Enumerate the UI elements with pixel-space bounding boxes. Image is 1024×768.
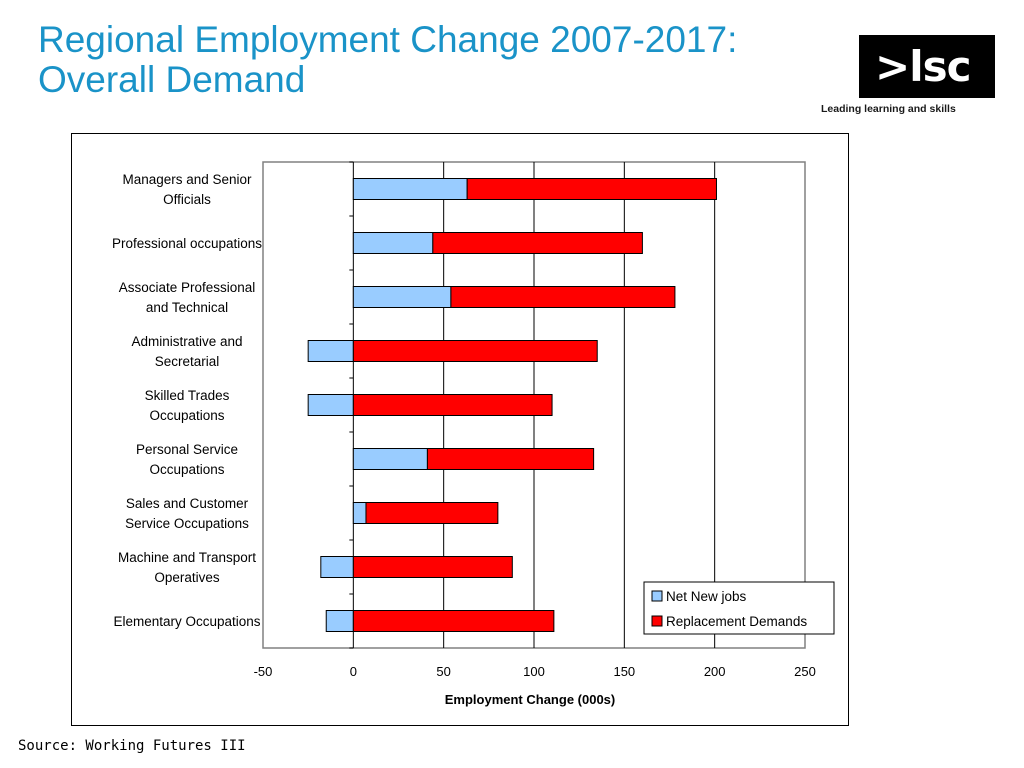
category-label: Administrative and Secretarial	[131, 334, 242, 369]
bar-replacement-demands	[352, 610, 555, 632]
x-axis-title: Employment Change (000s)	[445, 692, 616, 707]
lsc-logo: >lsc	[859, 35, 995, 98]
category-label-line: Elementary Occupations	[113, 614, 260, 629]
bar-replacement-demands	[450, 286, 676, 308]
bar-replacement-demands	[466, 178, 717, 200]
bar-net-new-jobs	[352, 178, 468, 200]
bar-net-new-jobs	[352, 286, 452, 308]
x-tick-label: 50	[436, 664, 450, 679]
x-tick-label: -50	[254, 664, 273, 679]
legend-label: Net New jobs	[666, 589, 747, 604]
x-tick-label: 100	[523, 664, 545, 679]
category-label-line: Officials	[163, 192, 211, 207]
bar-net-new-jobs	[307, 340, 354, 362]
legend	[643, 581, 835, 635]
x-tick-label: 250	[794, 664, 816, 679]
category-label-line: Occupations	[149, 462, 224, 477]
title-line-2: Overall Demand	[38, 59, 306, 100]
category-label-line: Associate Professional	[119, 280, 256, 295]
slide-title: Regional Employment Change 2007-2017: Ov…	[38, 20, 818, 100]
bar-replacement-demands	[352, 394, 553, 416]
category-label: Sales and Customer Service Occupations	[125, 496, 249, 531]
category-label-line: Personal Service	[136, 442, 238, 457]
bar-replacement-demands	[352, 340, 598, 362]
category-label-line: Machine and Transport	[118, 550, 256, 565]
employment-change-chart: -50 0 50 100 150 200 250 Managers and Senior Off…	[112, 161, 835, 707]
bar-replacement-demands	[426, 448, 595, 470]
x-tick-label: 0	[350, 664, 357, 679]
category-label: Personal Service Occupations	[136, 442, 238, 477]
category-label: Elementary Occupations	[113, 614, 260, 629]
legend-swatch	[651, 590, 663, 602]
category-label-line: Skilled Trades	[145, 388, 230, 403]
bar-replacement-demands	[365, 502, 499, 524]
bar-replacement-demands	[432, 232, 643, 254]
bar-net-new-jobs	[325, 610, 354, 632]
category-label: Skilled Trades Occupations	[145, 388, 230, 423]
bar-net-new-jobs	[352, 232, 434, 254]
x-tick-label: 200	[704, 664, 726, 679]
bar-net-new-jobs	[320, 556, 354, 578]
category-label-line: Service Occupations	[125, 516, 249, 531]
category-label: Machine and Transport Operatives	[118, 550, 256, 585]
category-label: Managers and Senior Officials	[122, 172, 252, 207]
x-tick-label: 150	[613, 664, 635, 679]
category-label: Associate Professional and Technical	[119, 280, 256, 315]
category-label-line: Operatives	[154, 570, 220, 585]
logo-tagline: Leading learning and skills	[821, 103, 956, 115]
source-note: Source: Working Futures III	[18, 738, 246, 754]
category-label: Professional occupations	[112, 236, 262, 251]
legend-label: Replacement Demands	[666, 614, 807, 629]
legend-swatch	[651, 615, 663, 627]
category-label-line: Administrative and	[131, 334, 242, 349]
bar-replacement-demands	[352, 556, 513, 578]
category-label-line: and Technical	[146, 300, 228, 315]
bar-net-new-jobs	[307, 394, 354, 416]
category-label-line: Professional occupations	[112, 236, 262, 251]
category-label-line: Occupations	[149, 408, 224, 423]
category-label-line: Sales and Customer	[126, 496, 249, 511]
title-line-1: Regional Employment Change 2007-2017:	[38, 19, 738, 60]
chart-frame: -50 0 50 100 150 200 250 Managers and Senior Off…	[71, 133, 849, 726]
bar-net-new-jobs	[352, 448, 428, 470]
category-label-line: Secretarial	[155, 354, 220, 369]
bar-net-new-jobs	[352, 502, 367, 524]
category-label-line: Managers and Senior	[122, 172, 252, 187]
